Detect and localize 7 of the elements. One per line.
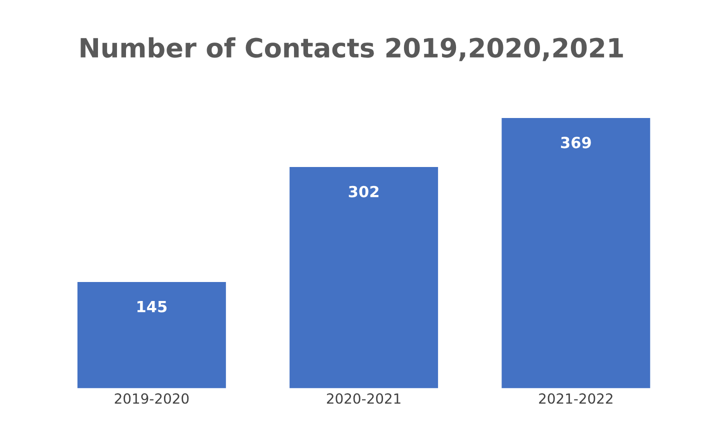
chart-title: Number of Contacts 2019,2020,2021 [80,37,623,62]
data-label: 302 [348,186,378,198]
x-tick-label: 2019-2020 [114,393,189,404]
x-tick-label: 2020-2021 [326,393,400,404]
data-label: 145 [137,301,167,312]
data-label: 369 [560,136,591,148]
x-tick-label: 2021-2022 [539,393,612,404]
